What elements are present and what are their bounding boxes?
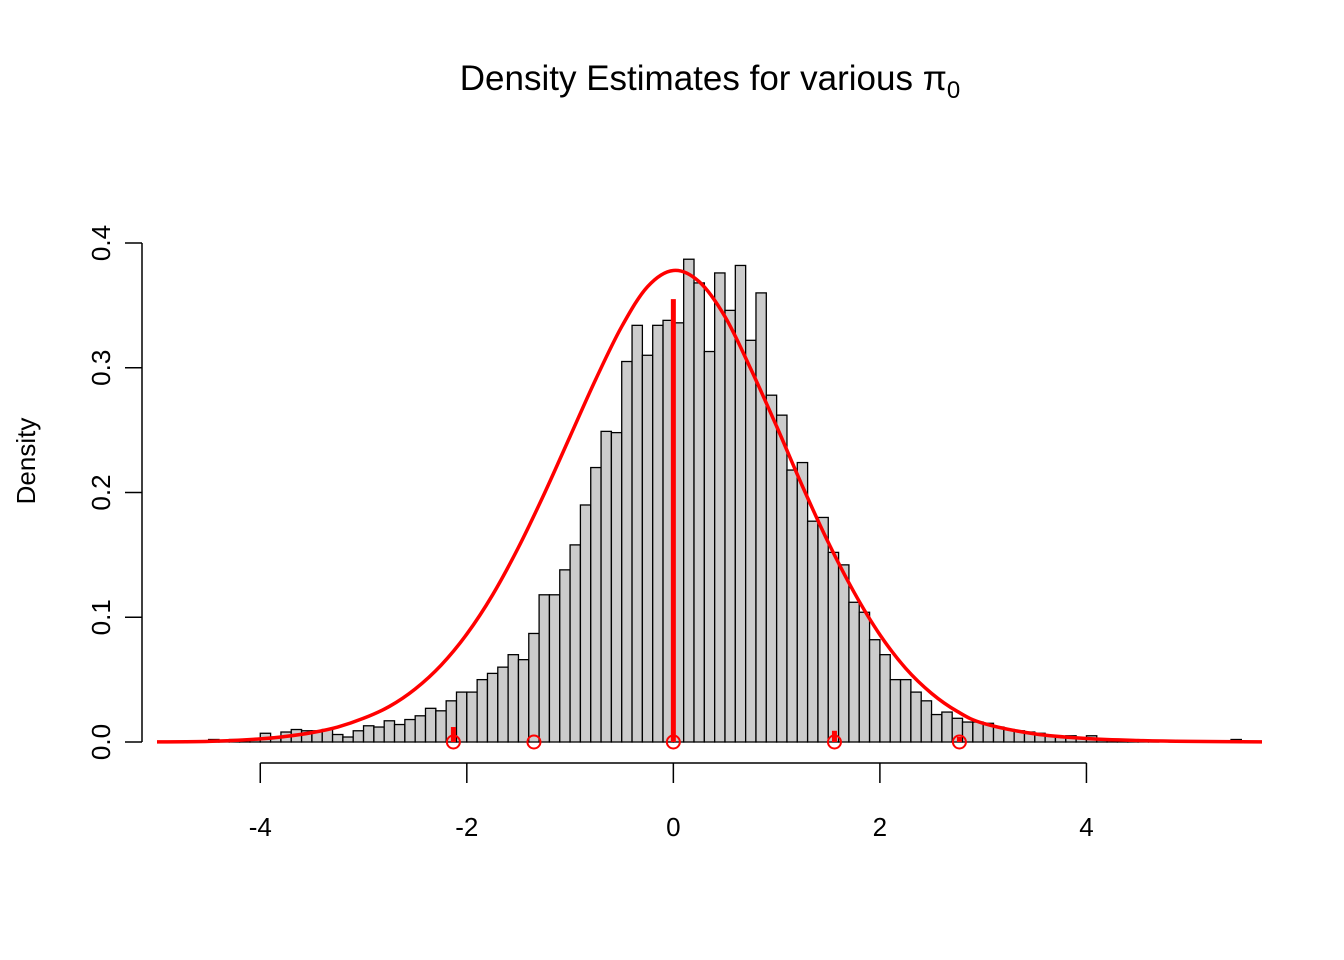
histogram-bar — [683, 258, 695, 743]
histogram-bar — [693, 282, 705, 743]
histogram-bar — [652, 324, 664, 743]
histogram-bar — [848, 601, 860, 743]
y-tick-label: 0.4 — [86, 225, 116, 261]
x-axis: -4 -2 0 2 4 — [249, 762, 1094, 842]
histogram-bar — [486, 672, 499, 743]
histogram-bar — [714, 272, 726, 743]
histogram-bar — [373, 726, 385, 743]
histogram-bar — [476, 678, 489, 743]
histogram-bar — [559, 569, 571, 743]
point-mass-circle — [526, 734, 542, 750]
histogram-bar — [610, 431, 623, 743]
histogram-bar — [889, 678, 902, 743]
x-tick-label: 4 — [1079, 812, 1093, 842]
histogram-bar — [600, 430, 613, 743]
histogram-bar — [775, 414, 788, 743]
histogram-bar — [858, 611, 871, 743]
y-tick-label: 0.1 — [86, 599, 116, 635]
y-tick-label: 0.0 — [86, 724, 116, 760]
histogram-bar — [362, 725, 375, 743]
histogram-bar — [899, 678, 912, 743]
histogram-bar — [796, 461, 809, 743]
chart-title-subscript: 0 — [947, 77, 960, 104]
histogram-bar — [435, 710, 447, 743]
histogram-bar — [466, 691, 478, 743]
histogram-bar — [868, 639, 881, 743]
histogram-bar — [579, 504, 592, 743]
histogram-bar — [941, 711, 953, 743]
histogram-bar — [424, 707, 437, 743]
histogram-bar — [569, 544, 582, 743]
histogram-bar — [631, 324, 644, 743]
histogram-bar — [910, 691, 922, 743]
histogram-bar — [755, 292, 767, 743]
histogram-bar — [703, 350, 716, 743]
histogram-bar — [538, 594, 551, 743]
histogram-bar — [517, 659, 530, 743]
histogram-bar — [920, 700, 933, 743]
histogram-bar — [528, 632, 540, 743]
histogram-bar — [744, 339, 757, 743]
histogram-bars — [197, 258, 1243, 743]
y-tick-label: 0.2 — [86, 474, 116, 510]
x-tick-label: -4 — [249, 812, 272, 842]
x-tick-label: 2 — [873, 812, 887, 842]
histogram-bar — [342, 736, 354, 743]
histogram-bar — [507, 654, 520, 743]
histogram-bar — [383, 720, 396, 743]
histogram-bar — [497, 666, 509, 743]
point-mass-circle — [665, 734, 681, 750]
histogram-bar — [879, 654, 891, 743]
histogram-bar — [837, 564, 850, 743]
x-tick-label: -2 — [455, 812, 478, 842]
histogram-bar — [930, 713, 943, 743]
y-axis: 0.0 0.1 0.2 0.3 0.4 — [86, 225, 143, 760]
histogram-bar — [548, 594, 561, 743]
point-mass-circle — [951, 734, 967, 750]
point-mass-circle — [826, 734, 842, 750]
histogram-bar — [786, 469, 798, 743]
point-mass-markers — [445, 299, 967, 750]
histogram-bar — [765, 394, 778, 743]
histogram-bar — [972, 721, 984, 743]
histogram-bar — [404, 718, 416, 743]
histogram-bar — [590, 466, 602, 743]
chart-title: Density Estimates for various π0 — [460, 59, 960, 104]
histogram-bar — [724, 309, 736, 743]
histogram-bar — [827, 551, 840, 743]
histogram-bar — [641, 354, 654, 743]
histogram-bar — [331, 733, 344, 743]
histogram-bar — [806, 520, 819, 743]
histogram-bar — [393, 723, 406, 743]
histogram-bar — [621, 360, 633, 743]
histogram-bar — [817, 516, 829, 743]
histogram-bar — [352, 730, 365, 743]
y-tick-label: 0.3 — [86, 350, 116, 386]
point-mass-circle — [445, 734, 461, 750]
x-tick-label: 0 — [666, 812, 680, 842]
density-curve — [156, 268, 1263, 744]
histogram-bar — [455, 691, 468, 743]
y-axis-title: Density — [11, 418, 41, 505]
histogram-bar — [414, 715, 427, 743]
